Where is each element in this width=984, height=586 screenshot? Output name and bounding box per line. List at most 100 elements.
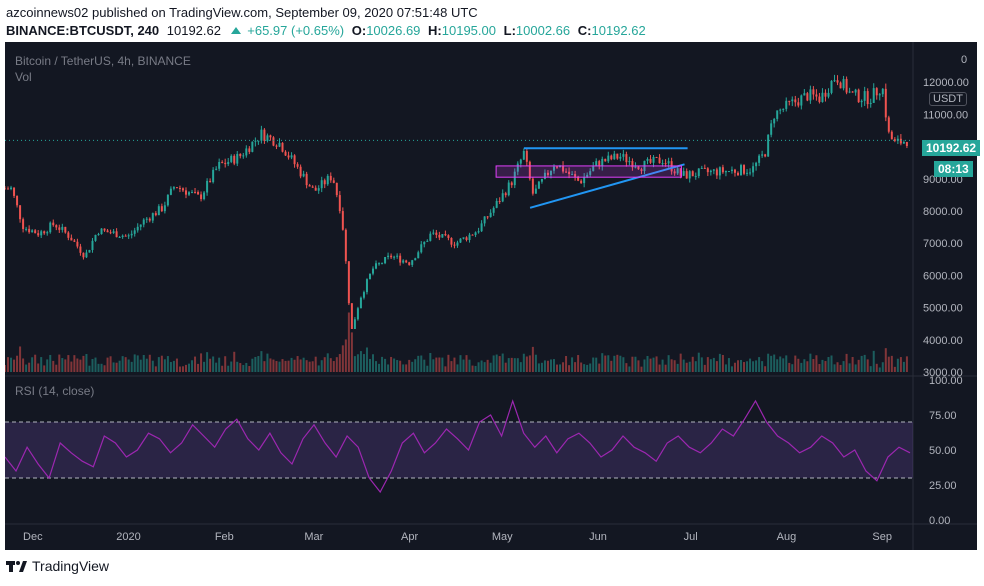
candle-body	[393, 256, 396, 258]
open-label: O:	[351, 23, 367, 38]
candle-body	[634, 166, 637, 168]
candle-body	[73, 240, 76, 242]
volume-bar	[49, 354, 52, 372]
volume-bar	[396, 360, 399, 372]
volume-bar	[420, 355, 423, 372]
candle-body	[664, 163, 667, 165]
volume-bar	[233, 351, 236, 372]
volume-bar	[350, 332, 353, 372]
volume-bar	[390, 356, 393, 372]
volume-bar	[224, 356, 227, 372]
candle-body	[239, 153, 242, 157]
candle-body	[387, 255, 390, 257]
volume-bar	[64, 359, 67, 372]
volume-bar	[727, 358, 730, 372]
candle-body	[736, 172, 739, 176]
candle-body	[145, 218, 148, 220]
candle-body	[709, 170, 712, 173]
candle-body	[628, 161, 631, 163]
time-tick-label: Mar	[304, 531, 323, 543]
volume-bar	[97, 363, 100, 372]
volume-bar	[682, 359, 685, 372]
volume-bar	[887, 356, 890, 372]
volume-bar	[191, 360, 194, 372]
up-arrow-icon	[230, 27, 241, 34]
candle-body	[513, 171, 516, 186]
chart-canvas[interactable]: 12000.0011000.0010000.009000.008000.0070…	[5, 42, 977, 550]
price-tick-label: 7000.00	[923, 238, 963, 250]
volume-bar	[884, 348, 887, 372]
range-box	[495, 165, 682, 178]
candle-body	[537, 181, 540, 189]
candle-body	[875, 88, 878, 96]
candle-body	[507, 182, 510, 196]
candle-body	[598, 161, 601, 167]
chart-frame[interactable]: 12000.0011000.0010000.009000.008000.0070…	[5, 42, 981, 550]
tradingview-footer[interactable]: TradingView	[6, 558, 109, 574]
candle-body	[396, 255, 399, 257]
volume-bar	[622, 357, 625, 372]
volume-bar	[139, 359, 142, 372]
candle-body	[28, 228, 31, 233]
candle-body	[19, 205, 22, 220]
low-value: 10002.66	[515, 23, 571, 38]
candle-body	[34, 230, 37, 234]
volume-bar	[154, 366, 157, 372]
candle-body	[91, 240, 94, 250]
volume-bar	[16, 355, 19, 372]
candle-body	[323, 180, 326, 185]
candle-body	[706, 168, 709, 173]
volume-bar	[866, 359, 869, 372]
candle-body	[58, 227, 61, 230]
volume-bar	[646, 355, 649, 372]
volume-bar	[197, 363, 200, 372]
volume-bar	[673, 360, 676, 372]
volume-bar	[43, 365, 46, 372]
candle-body	[607, 155, 610, 162]
time-tick-label: Jun	[589, 531, 607, 543]
candle-body	[43, 231, 46, 234]
candle-body	[568, 171, 571, 175]
candle-body	[236, 153, 239, 164]
volume-bar	[848, 363, 851, 372]
volume-bar	[308, 361, 311, 372]
volume-bar	[516, 358, 519, 372]
candle-body	[272, 137, 275, 146]
candle-body	[546, 172, 549, 176]
volume-bar	[266, 353, 269, 372]
candle-body	[806, 93, 809, 101]
candle-body	[848, 91, 851, 93]
volume-bar	[362, 354, 365, 372]
candle-body	[589, 171, 592, 175]
volume-bar	[556, 364, 559, 372]
volume-bar	[507, 358, 510, 372]
volume-bar	[788, 362, 791, 372]
volume-bar	[540, 362, 543, 372]
candle-body	[221, 161, 224, 163]
candle-body	[88, 249, 91, 253]
time-tick-label: Jul	[684, 531, 698, 543]
volume-bar	[703, 364, 706, 372]
candle-body	[103, 228, 106, 231]
volume-bar	[305, 360, 308, 372]
volume-bar	[7, 357, 10, 372]
volume-bar	[163, 359, 166, 372]
candle-body	[839, 82, 842, 89]
candle-body	[899, 138, 902, 144]
volume-bar	[613, 355, 616, 372]
candle-body	[85, 252, 88, 258]
volume-bar	[510, 357, 513, 372]
volume-bar	[284, 360, 287, 372]
candle-body	[691, 171, 694, 177]
candle-body	[758, 155, 761, 163]
volume-bar	[571, 357, 574, 372]
candle-body	[845, 78, 848, 93]
candle-body	[52, 222, 55, 226]
volume-bar	[31, 357, 34, 372]
volume-bar	[368, 358, 371, 372]
candle-body	[287, 155, 290, 158]
currency-badge[interactable]: USDT	[929, 92, 967, 106]
volume-bar	[281, 359, 284, 372]
rsi-band-fill	[5, 422, 913, 478]
volume-bar	[890, 355, 893, 372]
